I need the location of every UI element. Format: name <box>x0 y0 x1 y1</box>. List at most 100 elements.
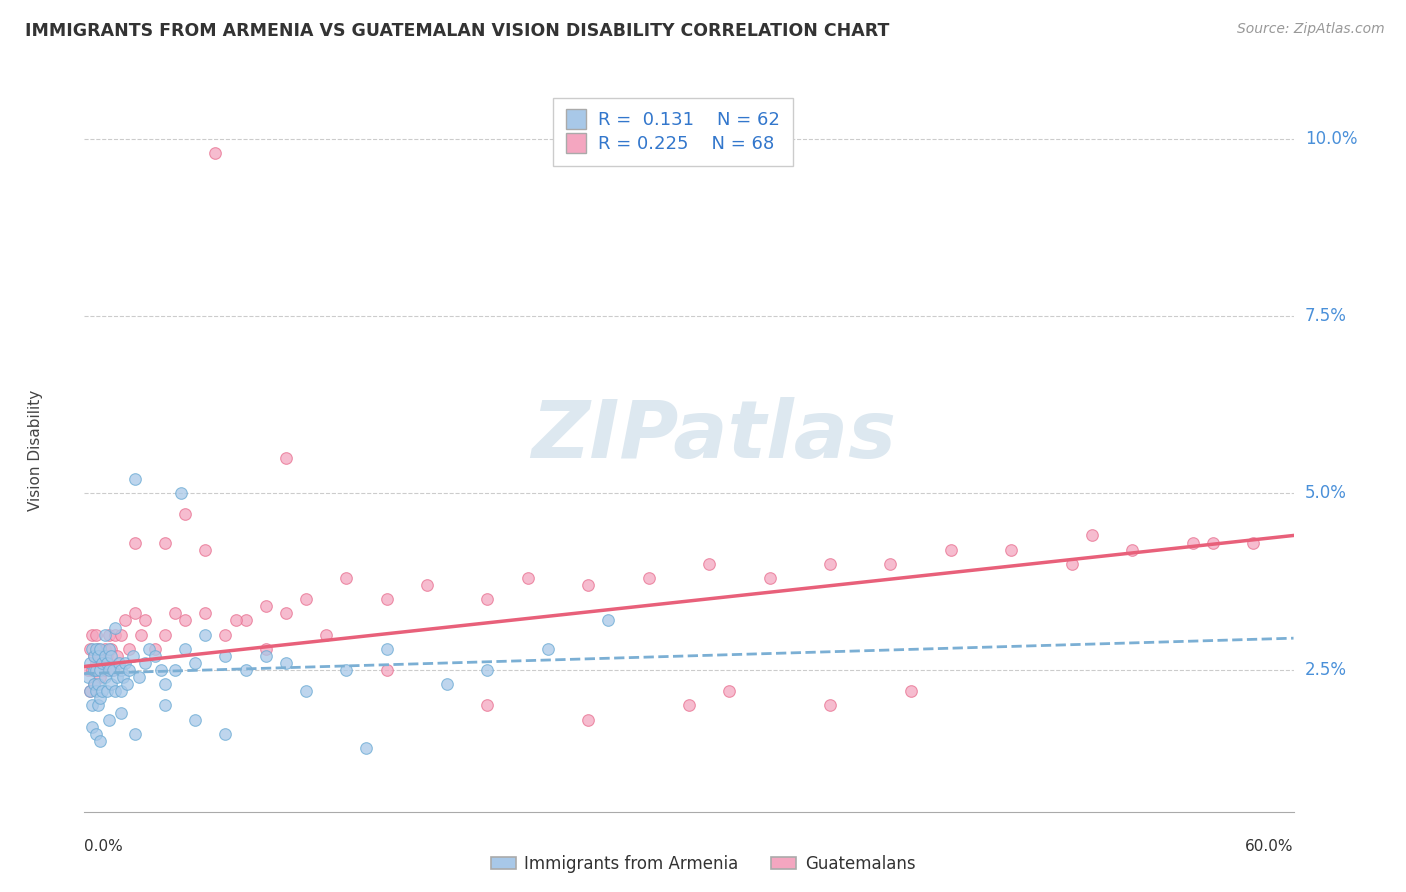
Point <box>194 627 217 641</box>
Point <box>100 648 122 663</box>
Point <box>315 627 337 641</box>
Point <box>129 627 152 641</box>
Point <box>375 663 398 677</box>
Point <box>110 684 132 698</box>
Point <box>174 614 197 628</box>
Point <box>235 614 257 628</box>
Point <box>97 663 120 677</box>
Point <box>274 656 297 670</box>
Point <box>86 627 108 641</box>
Point <box>214 627 236 641</box>
Point <box>254 648 277 663</box>
Point <box>274 607 297 621</box>
Point <box>91 656 114 670</box>
Point <box>118 641 141 656</box>
Point <box>165 607 187 621</box>
Point <box>124 472 146 486</box>
Point <box>86 663 108 677</box>
Text: IMMIGRANTS FROM ARMENIA VS GUATEMALAN VISION DISABILITY CORRELATION CHART: IMMIGRANTS FROM ARMENIA VS GUATEMALAN VI… <box>25 22 890 40</box>
Point <box>124 607 146 621</box>
Point <box>105 648 128 663</box>
Point <box>194 607 217 621</box>
Point <box>416 578 439 592</box>
Point <box>86 641 108 656</box>
Point <box>818 557 841 571</box>
Point <box>254 641 277 656</box>
Point <box>149 663 172 677</box>
Text: 2.5%: 2.5% <box>1305 661 1347 679</box>
Point <box>89 663 111 677</box>
Point <box>110 706 132 720</box>
Point <box>375 641 398 656</box>
Text: 10.0%: 10.0% <box>1305 129 1357 148</box>
Point <box>576 578 599 592</box>
Point <box>204 145 226 160</box>
Point <box>93 648 115 663</box>
Point <box>174 507 197 521</box>
Point <box>83 648 105 663</box>
Point <box>1081 528 1104 542</box>
Point <box>89 691 111 706</box>
Point <box>79 684 101 698</box>
Point <box>83 648 105 663</box>
Point <box>93 663 115 677</box>
Point <box>718 684 741 698</box>
Point <box>576 713 599 727</box>
Point <box>83 677 105 691</box>
Point <box>97 713 120 727</box>
Point <box>114 656 136 670</box>
Point <box>214 727 236 741</box>
Point <box>143 641 166 656</box>
Point <box>89 670 111 684</box>
Point <box>100 677 122 691</box>
Point <box>83 677 105 691</box>
Point <box>100 641 122 656</box>
Point <box>124 535 146 549</box>
Point <box>375 592 398 607</box>
Point <box>96 656 118 670</box>
Point <box>97 627 120 641</box>
Point <box>91 656 114 670</box>
Point <box>86 656 108 670</box>
Point <box>77 663 100 677</box>
Text: ZIPatlas: ZIPatlas <box>530 397 896 475</box>
Point <box>128 670 150 684</box>
Point <box>1181 535 1204 549</box>
Point <box>153 627 176 641</box>
Point <box>83 663 105 677</box>
Point <box>86 727 108 741</box>
Point <box>1241 535 1264 549</box>
Point <box>1121 542 1143 557</box>
Point <box>165 663 187 677</box>
Point <box>86 684 108 698</box>
Point <box>93 641 115 656</box>
Point <box>124 727 146 741</box>
Point <box>79 656 101 670</box>
Point <box>697 557 720 571</box>
Text: Vision Disability: Vision Disability <box>28 390 44 511</box>
Point <box>101 663 124 677</box>
Point <box>678 698 700 713</box>
Point <box>274 450 297 465</box>
Point <box>87 648 110 663</box>
Point <box>598 614 620 628</box>
Point <box>105 670 128 684</box>
Point <box>96 648 118 663</box>
Point <box>134 656 156 670</box>
Text: 60.0%: 60.0% <box>1246 839 1294 855</box>
Point <box>114 614 136 628</box>
Point <box>104 621 127 635</box>
Point <box>637 571 659 585</box>
Point <box>174 641 197 656</box>
Point <box>138 641 160 656</box>
Point <box>107 656 129 670</box>
Point <box>170 486 193 500</box>
Point <box>184 713 207 727</box>
Point <box>1202 535 1225 549</box>
Point <box>89 648 111 663</box>
Point <box>254 599 277 614</box>
Point <box>79 684 101 698</box>
Point <box>121 648 143 663</box>
Text: Source: ZipAtlas.com: Source: ZipAtlas.com <box>1237 22 1385 37</box>
Point <box>153 535 176 549</box>
